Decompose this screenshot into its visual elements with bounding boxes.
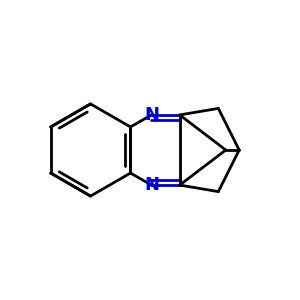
- Text: N: N: [144, 106, 159, 124]
- Text: N: N: [144, 176, 159, 194]
